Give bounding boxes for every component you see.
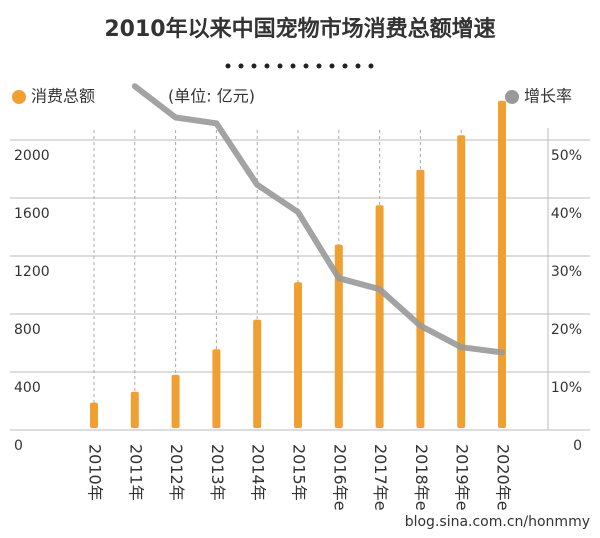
x-tick-label: 2010年 — [86, 444, 105, 501]
bar — [498, 100, 506, 428]
legend-swatch — [12, 90, 26, 104]
bar — [334, 244, 343, 428]
y2-tick-label: 50% — [551, 148, 582, 164]
x-tick-label: 2017年e — [371, 444, 390, 511]
growth-line — [131, 83, 505, 356]
bar — [212, 349, 221, 428]
x-tick-label: 2014年 — [249, 444, 268, 501]
x-tick-label: 2015年 — [290, 444, 309, 501]
x-tick-label: 2013年 — [208, 444, 227, 501]
chart-title: 2010年以来中国宠物市场消费总额增速 — [104, 16, 495, 42]
legend-label: 消费总额 — [31, 87, 95, 106]
bar — [253, 319, 262, 428]
y-tick-label: 400 — [14, 380, 41, 396]
x-tick-label: 2016年e — [330, 444, 349, 511]
y2-tick-label: 30% — [551, 264, 582, 280]
x-tick-label: 2020年e — [494, 444, 513, 511]
bar — [416, 169, 425, 428]
y2-tick-label: 20% — [551, 322, 582, 338]
watermark: blog.sina.com.cn/honmmy — [405, 514, 590, 530]
bar — [457, 135, 466, 428]
y2-tick-label: 0 — [573, 438, 582, 454]
bar — [90, 402, 98, 428]
x-tick-label: 2018年e — [412, 444, 431, 511]
bar — [294, 282, 302, 428]
legend-swatch — [505, 90, 519, 104]
y2-tick-label: 10% — [551, 380, 582, 396]
title-dots — [225, 63, 374, 69]
x-tick-label: 2011年 — [126, 444, 145, 501]
legend-label: 增长率 — [524, 87, 572, 106]
y-tick-label: 0 — [14, 438, 23, 454]
bar — [375, 205, 384, 428]
y-tick-label: 800 — [14, 322, 41, 338]
bar — [130, 391, 139, 428]
y-tick-label: 1200 — [14, 264, 50, 280]
x-tick-label: 2012年 — [167, 444, 186, 501]
y-tick-label: 2000 — [14, 148, 50, 164]
bar — [171, 374, 180, 428]
unit-note: (单位: 亿元) — [168, 87, 255, 106]
y-tick-label: 1600 — [14, 206, 50, 222]
y2-tick-label: 40% — [551, 206, 582, 222]
x-tick-label: 2019年e — [453, 444, 472, 511]
